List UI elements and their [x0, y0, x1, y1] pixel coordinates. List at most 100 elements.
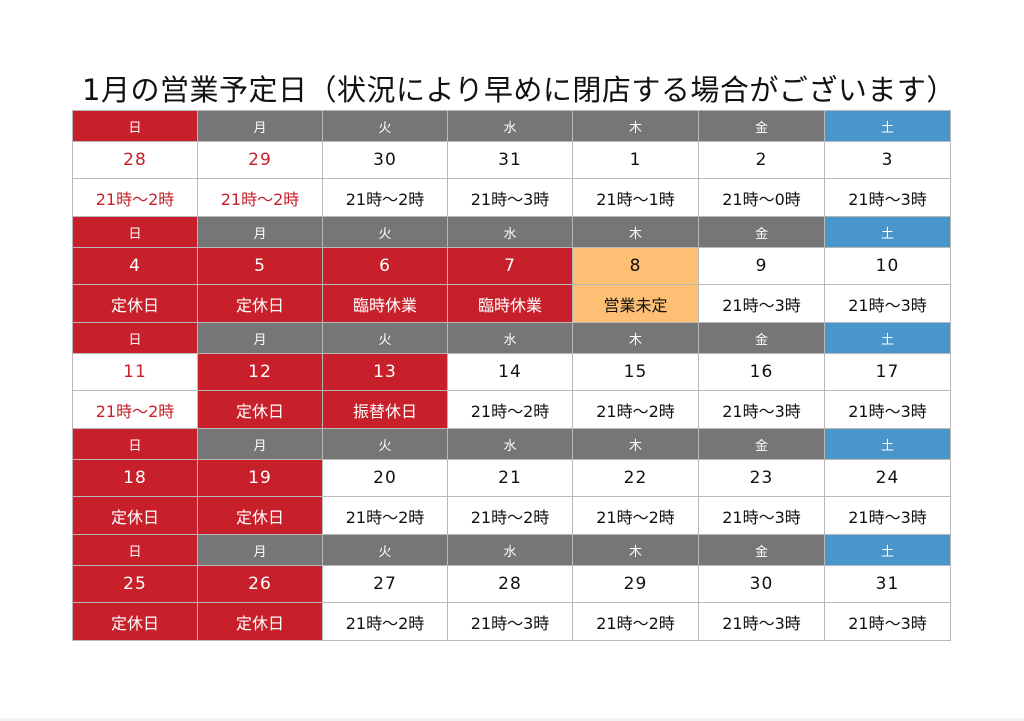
- hours-cell: 21時〜3時: [824, 602, 951, 641]
- date-cell: 21: [447, 459, 573, 497]
- hours-cell: 21時〜2時: [447, 390, 573, 429]
- weekday-header-thu: 木: [572, 216, 699, 248]
- date-row: 11 12 13 14 15 16 17: [72, 353, 951, 391]
- weekday-header-wed: 水: [447, 322, 573, 354]
- hours-cell: 21時〜3時: [824, 496, 951, 535]
- hours-cell: 21時〜3時: [447, 602, 573, 641]
- hours-cell: 営業未定: [572, 284, 699, 323]
- hours-cell: 21時〜3時: [824, 178, 951, 217]
- weekday-header-sun: 日: [72, 322, 198, 354]
- weekday-header-sat: 土: [824, 110, 951, 142]
- hours-cell: 21時〜3時: [447, 178, 573, 217]
- weekday-header-tue: 火: [322, 110, 448, 142]
- weekday-header-sat: 土: [824, 216, 951, 248]
- weekday-header-fri: 金: [698, 216, 825, 248]
- date-cell: 17: [824, 353, 951, 391]
- date-cell: 1: [572, 141, 699, 179]
- hours-cell: 21時〜3時: [698, 390, 825, 429]
- weekday-header-thu: 木: [572, 322, 699, 354]
- hours-cell: 臨時休業: [322, 284, 448, 323]
- weekday-header-mon: 月: [197, 322, 323, 354]
- hours-cell: 定休日: [197, 602, 323, 641]
- date-cell: 24: [824, 459, 951, 497]
- hours-cell: 21時〜3時: [698, 496, 825, 535]
- hours-cell: 定休日: [197, 284, 323, 323]
- weekday-header-sun: 日: [72, 428, 198, 460]
- weekday-header-mon: 月: [197, 534, 323, 566]
- weekday-header-thu: 木: [572, 534, 699, 566]
- weekday-header-sat: 土: [824, 428, 951, 460]
- hours-cell: 21時〜2時: [322, 178, 448, 217]
- hours-cell: 21時〜3時: [698, 602, 825, 641]
- weekday-header-sun: 日: [72, 534, 198, 566]
- date-cell: 6: [322, 247, 448, 285]
- hours-cell: 21時〜3時: [698, 284, 825, 323]
- weekday-header-wed: 水: [447, 428, 573, 460]
- date-cell: 9: [698, 247, 825, 285]
- date-cell: 25: [72, 565, 198, 603]
- weekday-header-sun: 日: [72, 110, 198, 142]
- hours-cell: 臨時休業: [447, 284, 573, 323]
- hours-cell: 定休日: [197, 496, 323, 535]
- hours-cell: 21時〜0時: [698, 178, 825, 217]
- hours-cell: 21時〜1時: [572, 178, 699, 217]
- hours-cell: 21時〜3時: [824, 284, 951, 323]
- weekday-header-fri: 金: [698, 428, 825, 460]
- weekday-header-fri: 金: [698, 322, 825, 354]
- date-cell: 26: [197, 565, 323, 603]
- date-cell: 16: [698, 353, 825, 391]
- weekday-header-fri: 金: [698, 534, 825, 566]
- weekday-header-mon: 月: [197, 428, 323, 460]
- date-row: 28 29 30 31 1 2 3: [72, 141, 951, 179]
- date-cell: 29: [197, 141, 323, 179]
- hours-row: 21時〜2時 21時〜2時 21時〜2時 21時〜3時 21時〜1時 21時〜0時 21時〜…: [72, 178, 951, 217]
- hours-row: 定休日 定休日 臨時休業 臨時休業 営業未定 21時〜3時 21時〜3時: [72, 284, 951, 323]
- date-cell: 2: [698, 141, 825, 179]
- weekday-header-sat: 土: [824, 534, 951, 566]
- date-row: 25 26 27 28 29 30 31: [72, 565, 951, 603]
- weekday-header-tue: 火: [322, 534, 448, 566]
- hours-cell: 21時〜2時: [322, 496, 448, 535]
- date-cell: 10: [824, 247, 951, 285]
- date-cell: 31: [447, 141, 573, 179]
- hours-cell: 21時〜2時: [72, 178, 198, 217]
- date-cell: 14: [447, 353, 573, 391]
- date-cell: 22: [572, 459, 699, 497]
- weekday-header-row: 日月火水木金土: [72, 322, 951, 354]
- weekday-header-mon: 月: [197, 110, 323, 142]
- weekday-header-sat: 土: [824, 322, 951, 354]
- date-cell: 28: [72, 141, 198, 179]
- weekday-header-fri: 金: [698, 110, 825, 142]
- date-cell: 31: [824, 565, 951, 603]
- weekday-header-wed: 水: [447, 534, 573, 566]
- weekday-header-tue: 火: [322, 428, 448, 460]
- page-bottom-edge: [0, 718, 1024, 721]
- date-cell: 28: [447, 565, 573, 603]
- hours-cell: 21時〜2時: [197, 178, 323, 217]
- weekday-header-row: 日月火水木金土: [72, 428, 951, 460]
- hours-cell: 定休日: [72, 496, 198, 535]
- weekday-header-tue: 火: [322, 322, 448, 354]
- date-row: 4 5 6 7 8 9 10: [72, 247, 951, 285]
- weekday-header-row: 日月火水木金土: [72, 216, 951, 248]
- weekday-header-wed: 水: [447, 110, 573, 142]
- date-cell: 12: [197, 353, 323, 391]
- weekday-header-row: 日月火水木金土: [72, 110, 951, 142]
- hours-row: 定休日 定休日 21時〜2時 21時〜2時 21時〜2時 21時〜3時 21時〜3時: [72, 496, 951, 535]
- date-cell: 4: [72, 247, 198, 285]
- hours-cell: 21時〜2時: [572, 602, 699, 641]
- hours-row: 定休日 定休日 21時〜2時 21時〜3時 21時〜2時 21時〜3時 21時〜3時: [72, 602, 951, 641]
- date-cell: 18: [72, 459, 198, 497]
- hours-row: 21時〜2時 定休日 振替休日 21時〜2時 21時〜2時 21時〜3時 21時〜3時: [72, 390, 951, 429]
- weekday-header-thu: 木: [572, 110, 699, 142]
- date-cell: 20: [322, 459, 448, 497]
- hours-cell: 振替休日: [322, 390, 448, 429]
- hours-cell: 21時〜2時: [447, 496, 573, 535]
- hours-cell: 21時〜2時: [72, 390, 198, 429]
- weekday-header-mon: 月: [197, 216, 323, 248]
- date-cell: 8: [572, 247, 699, 285]
- date-cell: 7: [447, 247, 573, 285]
- date-cell: 30: [698, 565, 825, 603]
- hours-cell: 定休日: [197, 390, 323, 429]
- date-cell: 19: [197, 459, 323, 497]
